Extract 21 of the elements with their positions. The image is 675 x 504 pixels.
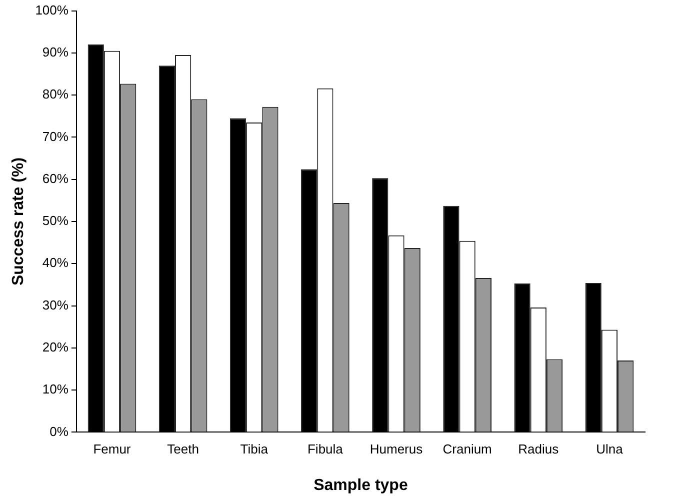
x-tick-label: Tibia [240,442,269,457]
y-tick-label: 100% [35,2,69,18]
y-tick-label: 50% [42,213,69,228]
x-tick-label: Fibula [307,442,344,457]
y-tick-label: 20% [42,340,69,354]
y-tick-label: 80% [42,86,69,102]
y-tick-label: 40% [42,255,69,270]
x-tick-label: Cranium [442,442,492,457]
x-axis-title: Sample type [314,476,408,494]
y-axis-title: Success rate (%) [10,157,28,286]
y-tick-label: 0% [50,424,69,439]
x-tick-label: Teeth [167,442,199,457]
y-tick-label: 30% [42,297,69,312]
x-tick-label: Femur [93,442,132,457]
y-tick-label: 90% [42,44,69,60]
y-tick-label: 10% [42,382,69,397]
x-tick-label: Humerus [370,442,424,457]
x-tick-label: Ulna [596,442,624,457]
y-tick-label: 70% [42,128,69,144]
y-tick-label: 60% [42,170,69,186]
x-tick-label: Radius [518,442,560,457]
